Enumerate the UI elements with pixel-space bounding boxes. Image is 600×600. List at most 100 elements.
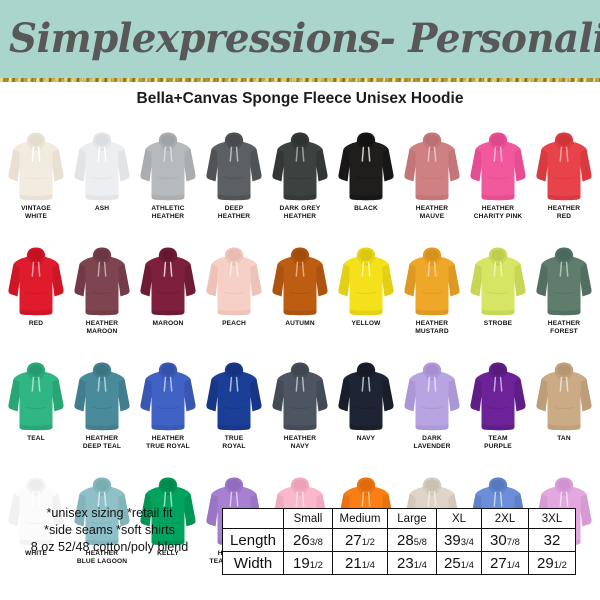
hoodie-image (3, 358, 69, 434)
hoodie-image (135, 128, 201, 204)
hoodie-graphic (206, 247, 262, 316)
color-swatch-heather-maroon[interactable]: HEATHER MAROON (69, 243, 135, 358)
hoodie-graphic (206, 132, 262, 201)
color-name-label: TAN (557, 435, 571, 442)
color-name-label: HEATHER TRUE ROYAL (146, 435, 190, 451)
hoodie-image (333, 358, 399, 434)
hoodie-graphic (74, 132, 130, 201)
hoodie-graphic (470, 247, 526, 316)
color-name-label: HEATHER RED (547, 205, 581, 221)
hoodie-image (69, 128, 135, 204)
hoodie-image (135, 243, 201, 319)
hoodie-graphic (338, 132, 394, 201)
color-swatch-strobe[interactable]: STROBE (465, 243, 531, 358)
size-header-3xl: 3XL (528, 508, 576, 529)
size-chart-table: Small Medium Large XL 2XL 3XL Length 263/8 271/… (222, 508, 576, 575)
hoodie-graphic (206, 362, 262, 431)
color-swatch-kelly[interactable]: KELLY (135, 473, 201, 588)
measurement-value: 263/8 (283, 528, 333, 552)
color-swatch-dark-grey-heather[interactable]: DARK GREY HEATHER (267, 128, 333, 243)
color-swatch-heather-navy[interactable]: HEATHER NAVY (267, 358, 333, 473)
hoodie-graphic (536, 132, 592, 201)
color-name-label: HEATHER MAUVE (415, 205, 449, 221)
size-header-xl: XL (436, 508, 482, 529)
color-swatch-white[interactable]: WHITE (3, 473, 69, 588)
color-swatch-heather-mustard[interactable]: HEATHER MUSTARD (399, 243, 465, 358)
color-swatch-autumn[interactable]: AUTUMN (267, 243, 333, 358)
measurement-value: 271/4 (481, 551, 529, 575)
color-swatch-true-royal[interactable]: TRUE ROYAL (201, 358, 267, 473)
color-swatch-vintage-white[interactable]: VINTAGE WHITE (3, 128, 69, 243)
color-name-label: HEATHER MUSTARD (415, 320, 449, 336)
color-name-label: DEEP HEATHER (217, 205, 251, 221)
measurement-label: Length (222, 528, 284, 552)
color-name-label: HEATHER CHARITY PINK (473, 205, 523, 221)
color-swatch-deep-heather[interactable]: DEEP HEATHER (201, 128, 267, 243)
hoodie-graphic (272, 362, 328, 431)
hoodie-image (531, 128, 597, 204)
color-swatch-navy[interactable]: NAVY (333, 358, 399, 473)
color-swatch-heather-forest[interactable]: HEATHER FOREST (531, 243, 597, 358)
measurement-label: Width (222, 551, 284, 575)
measurement-value: 32 (528, 528, 576, 552)
color-swatch-heather-true-royal[interactable]: HEATHER TRUE ROYAL (135, 358, 201, 473)
hoodie-graphic (536, 362, 592, 431)
hoodie-image (3, 243, 69, 319)
measurement-value: 271/2 (332, 528, 388, 552)
product-notes: *unisex sizing *retail fit *side seams *… (30, 506, 189, 554)
hoodie-image (201, 358, 267, 434)
hoodie-graphic (140, 247, 196, 316)
color-swatch-team-purple[interactable]: TEAM PURPLE (465, 358, 531, 473)
hoodie-image (399, 243, 465, 319)
color-swatch-athletic-heather[interactable]: ATHLETIC HEATHER (135, 128, 201, 243)
color-swatch-yellow[interactable]: YELLOW (333, 243, 399, 358)
color-name-label: MAROON (152, 320, 184, 327)
hoodie-image (135, 473, 201, 549)
color-swatch-heather-blue-lagoon[interactable]: HEATHER BLUE LAGOON (69, 473, 135, 588)
hoodie-image (267, 128, 333, 204)
hoodie-graphic (8, 477, 64, 546)
hoodie-graphic (536, 247, 592, 316)
size-header-small: Small (283, 508, 333, 529)
color-name-label: RED (28, 320, 44, 327)
color-name-label: HEATHER DEEP TEAL (82, 435, 122, 451)
color-swatch-peach[interactable]: PEACH (201, 243, 267, 358)
size-header-2xl: 2XL (481, 508, 529, 529)
measurement-value: 191/2 (283, 551, 333, 575)
color-name-label: WHITE (25, 550, 47, 557)
hoodie-image (69, 358, 135, 434)
hoodie-graphic (470, 132, 526, 201)
hoodie-image (531, 358, 597, 434)
hoodie-graphic (470, 362, 526, 431)
size-header-large: Large (387, 508, 437, 529)
hoodie-graphic (404, 132, 460, 201)
color-swatch-black[interactable]: BLACK (333, 128, 399, 243)
color-row: RED HEATHER MAROON (3, 243, 597, 358)
color-swatch-ash[interactable]: ASH (69, 128, 135, 243)
color-swatch-maroon[interactable]: MAROON (135, 243, 201, 358)
color-swatch-teal[interactable]: TEAL (3, 358, 69, 473)
hoodie-image (465, 358, 531, 434)
color-swatch-heather-charity-pink[interactable]: HEATHER CHARITY PINK (465, 128, 531, 243)
color-swatch-dark-lavender[interactable]: DARK LAVENDER (399, 358, 465, 473)
hoodie-graphic (140, 362, 196, 431)
hoodie-graphic (8, 362, 64, 431)
color-swatch-heather-deep-teal[interactable]: HEATHER DEEP TEAL (69, 358, 135, 473)
color-name-label: HEATHER BLUE LAGOON (76, 550, 128, 566)
color-swatch-heather-red[interactable]: HEATHER RED (531, 128, 597, 243)
color-name-label: TEAL (27, 435, 45, 442)
measurement-value: 291/2 (528, 551, 576, 575)
color-name-label: STROBE (483, 320, 513, 327)
color-swatch-tan[interactable]: TAN (531, 358, 597, 473)
size-chart-row: Width 191/2 211/4 231/4 251/4 271/4 291/2 (222, 551, 576, 575)
color-name-label: VINTAGE WHITE (21, 205, 51, 221)
color-name-label: HEATHER MAROON (85, 320, 119, 336)
measurement-value: 211/4 (332, 551, 388, 575)
color-name-label: YELLOW (351, 320, 381, 327)
color-name-label: AUTUMN (285, 320, 315, 327)
hoodie-graphic (8, 247, 64, 316)
color-swatch-heather-mauve[interactable]: HEATHER MAUVE (399, 128, 465, 243)
color-swatch-red[interactable]: RED (3, 243, 69, 358)
color-name-label: TRUE ROYAL (222, 435, 246, 451)
color-name-label: NAVY (356, 435, 376, 442)
